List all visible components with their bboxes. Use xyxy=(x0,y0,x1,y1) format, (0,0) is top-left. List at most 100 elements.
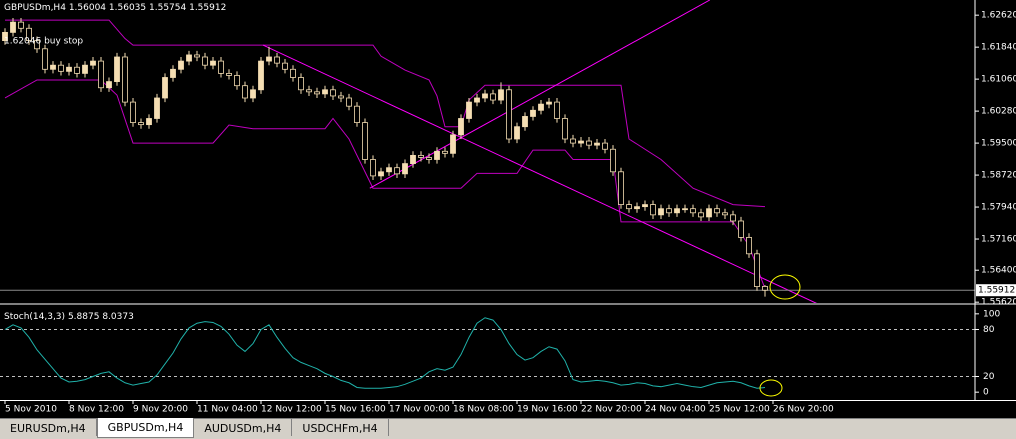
candle-body xyxy=(466,101,472,119)
stoch-line xyxy=(4,317,766,389)
candle-body xyxy=(610,148,616,173)
candle-body xyxy=(250,89,256,99)
trend-line xyxy=(369,0,711,189)
candle-body xyxy=(186,54,192,62)
price-panel xyxy=(0,0,975,303)
candle-body xyxy=(706,208,712,218)
stoch-panel xyxy=(0,317,975,389)
axes: 1.62620 1.61840 1.61060 1.60280 1.59500 1.587… xyxy=(0,0,1016,415)
candle-body xyxy=(658,208,664,216)
candle-body xyxy=(594,142,600,146)
candle-body xyxy=(386,167,392,173)
candle-body xyxy=(514,126,520,140)
candle-body xyxy=(682,208,688,211)
symbol-tab[interactable]: GBPUSDm,H4 xyxy=(96,418,195,438)
highlight-circle xyxy=(759,379,783,397)
candle-body xyxy=(98,60,104,89)
order-annotation: 1.62046 buy stop xyxy=(4,37,83,47)
candle-body xyxy=(746,236,752,255)
candle-body xyxy=(274,56,280,64)
background xyxy=(0,0,1016,418)
x-tick-label: 15 Nov 16:00 xyxy=(325,405,386,415)
candle-body xyxy=(114,56,120,82)
candle-body xyxy=(474,97,480,103)
trend-line xyxy=(262,44,817,303)
candle-body xyxy=(298,77,304,91)
x-tick-label: 9 Nov 20:00 xyxy=(133,405,188,415)
candle-body xyxy=(242,85,248,99)
candle-body xyxy=(338,95,344,99)
chart-header: GBPUSDm,H4 1.56004 1.56035 1.55754 1.559… xyxy=(4,3,226,13)
candle-body xyxy=(226,72,232,76)
x-tick-label: 22 Nov 20:00 xyxy=(581,405,642,415)
candle-body xyxy=(178,60,184,70)
candle-body xyxy=(714,208,720,214)
symbol-tab[interactable]: USDCHFm,H4 xyxy=(292,419,389,436)
candle-body xyxy=(650,204,656,216)
x-tick-label: 26 Nov 20:00 xyxy=(773,405,834,415)
candle-body xyxy=(130,101,136,123)
x-tick-label: 11 Nov 04:00 xyxy=(197,405,258,415)
symbol-tab[interactable]: AUDUSDm,H4 xyxy=(194,419,293,436)
candle-body xyxy=(122,56,128,103)
y-tick-label: 1.62620 xyxy=(981,11,1016,21)
candle-body xyxy=(506,89,512,140)
symbol-tab[interactable]: EURUSDm,H4 xyxy=(0,419,97,436)
candle-body xyxy=(602,142,608,150)
candle-body xyxy=(426,157,432,160)
candle-body xyxy=(66,66,72,72)
candle-body xyxy=(530,109,536,117)
candle-body xyxy=(26,27,32,41)
y-tick-label: 1.59500 xyxy=(981,139,1016,149)
candle-body xyxy=(642,204,648,208)
candle-body xyxy=(730,214,736,222)
candle-body xyxy=(90,60,96,66)
candle-body xyxy=(50,64,56,70)
candle-body xyxy=(218,60,224,74)
candle-body xyxy=(690,208,696,214)
candle-body xyxy=(154,97,160,119)
candle-body xyxy=(170,68,176,78)
candle-body xyxy=(330,89,336,97)
candle-body xyxy=(490,93,496,101)
candle-body xyxy=(618,171,624,205)
x-tick-label: 12 Nov 12:00 xyxy=(261,405,322,415)
y-tick-label: 20 xyxy=(983,372,995,382)
candle-body xyxy=(498,89,504,101)
price-label-box xyxy=(976,284,1016,297)
candle-body xyxy=(346,97,352,107)
x-tick-label: 18 Nov 08:00 xyxy=(453,405,514,415)
candle-body xyxy=(482,93,488,99)
candle-body xyxy=(674,208,680,214)
y-tick-label: 1.56400 xyxy=(981,266,1016,276)
indicator-header: Stoch(14,3,3) 5.8875 8.0373 xyxy=(4,312,134,322)
candle-body xyxy=(562,118,568,140)
candle-body xyxy=(258,60,264,91)
candle-body xyxy=(586,140,592,146)
y-tick-label: 1.61060 xyxy=(981,75,1016,85)
candle-body xyxy=(394,167,400,175)
candle-body xyxy=(738,220,744,238)
candle-body xyxy=(722,212,728,216)
candle-body xyxy=(554,101,560,119)
y-tick-label: 0 xyxy=(983,388,989,398)
candle-body xyxy=(322,89,328,95)
candle-body xyxy=(370,159,376,177)
candle-body xyxy=(418,154,424,158)
candle-body xyxy=(442,150,448,154)
candle-body xyxy=(290,68,296,78)
candle-body xyxy=(138,122,144,126)
x-tick-label: 5 Nov 2010 xyxy=(5,405,57,415)
y-tick-label: 1.57940 xyxy=(981,203,1016,213)
x-tick-label: 25 Nov 12:00 xyxy=(709,405,770,415)
candle-body xyxy=(106,81,112,89)
candle-body xyxy=(306,89,312,93)
candle-body xyxy=(162,77,168,99)
candle-body xyxy=(754,253,760,287)
y-tick-label: 1.61840 xyxy=(981,43,1016,53)
candle-body xyxy=(434,150,440,160)
y-tick-label: 1.55620 xyxy=(981,298,1016,308)
candle-body xyxy=(450,134,456,154)
channel-line xyxy=(5,19,766,208)
